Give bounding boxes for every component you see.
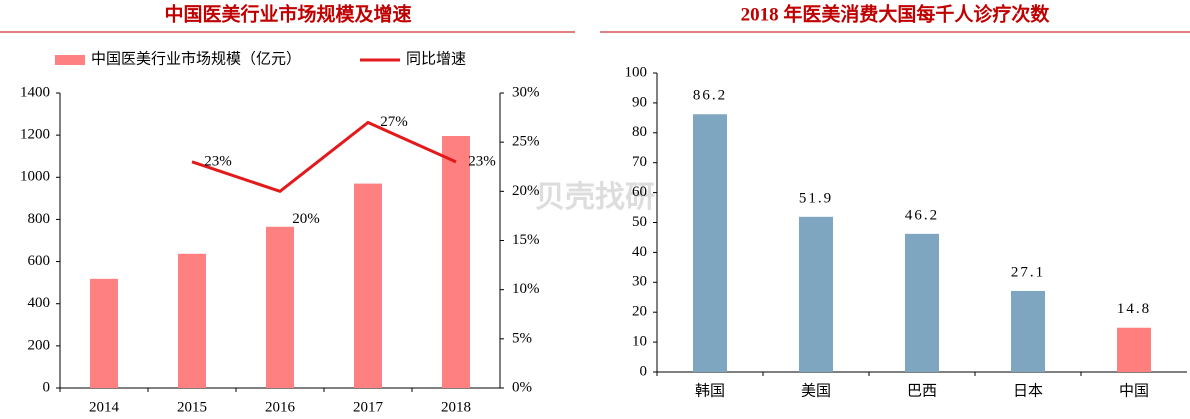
- bar: [693, 114, 727, 373]
- x-tick-label: 韩国: [695, 382, 725, 399]
- x-tick-label: 巴西: [907, 383, 937, 399]
- y2-tick-label: 15%: [512, 232, 540, 248]
- x-tick-label: 中国: [1119, 382, 1149, 399]
- y2-tick-label: 20%: [512, 183, 540, 199]
- data-label: 20%: [292, 211, 320, 227]
- y-tick-label: 800: [28, 211, 51, 227]
- y-tick-label: 80: [632, 124, 647, 140]
- x-tick-label: 2015: [177, 399, 207, 415]
- y-tick-label: 1000: [20, 169, 50, 185]
- legend-label: 中国医美行业市场规模（亿元）: [91, 50, 301, 67]
- y2-tick-label: 25%: [512, 134, 540, 150]
- y-tick-label: 400: [28, 295, 51, 311]
- data-label: 46.2: [905, 207, 939, 223]
- y-tick-label: 0: [640, 363, 648, 379]
- y2-tick-label: 10%: [512, 281, 540, 297]
- x-tick-label: 2018: [441, 399, 471, 415]
- y-tick-label: 0: [43, 379, 51, 395]
- bar: [266, 226, 294, 388]
- y-tick-label: 50: [632, 214, 647, 230]
- watermark: 贝壳找研: [535, 181, 655, 214]
- y2-tick-label: 0%: [512, 379, 532, 395]
- data-label: 23%: [468, 153, 496, 169]
- bar: [1117, 327, 1151, 372]
- x-tick-label: 日本: [1013, 382, 1043, 399]
- y-tick-label: 100: [625, 64, 648, 80]
- bar: [90, 278, 118, 388]
- y-tick-label: 70: [632, 154, 647, 170]
- data-label: 23%: [204, 153, 232, 169]
- y-tick-label: 60: [632, 184, 647, 200]
- y-tick-label: 30: [632, 274, 647, 290]
- y-tick-label: 600: [28, 253, 51, 269]
- chart-title: 2018 年医美消费大国每千人诊疗次数: [741, 2, 1051, 25]
- bar: [354, 183, 382, 388]
- legend-label: 同比增速: [406, 50, 466, 67]
- y-tick-label: 90: [632, 94, 647, 110]
- x-tick-label: 2014: [89, 399, 120, 415]
- x-tick-label: 2016: [265, 399, 296, 415]
- y-tick-label: 1200: [20, 127, 50, 143]
- data-label: 14.8: [1117, 301, 1151, 317]
- chart-title: 中国医美行业市场规模及增速: [164, 2, 411, 25]
- data-label: 51.9: [799, 190, 833, 206]
- y-tick-label: 40: [632, 244, 647, 260]
- legend-swatch: [55, 55, 85, 65]
- bar: [799, 216, 833, 372]
- bar: [1011, 290, 1045, 372]
- data-label: 27%: [380, 114, 408, 130]
- y2-tick-label: 5%: [512, 330, 532, 346]
- x-tick-label: 2017: [353, 399, 384, 415]
- y-tick-label: 20: [632, 304, 647, 320]
- y-tick-label: 1400: [20, 84, 50, 100]
- bar: [905, 233, 939, 372]
- data-label: 27.1: [1011, 264, 1045, 280]
- y2-tick-label: 30%: [512, 84, 540, 100]
- y-tick-label: 10: [632, 334, 647, 350]
- bar: [178, 253, 206, 388]
- line: [191, 120, 457, 194]
- y-tick-label: 200: [28, 337, 51, 353]
- data-label: 86.2: [693, 88, 727, 104]
- x-tick-label: 美国: [801, 382, 831, 399]
- bar: [442, 135, 470, 388]
